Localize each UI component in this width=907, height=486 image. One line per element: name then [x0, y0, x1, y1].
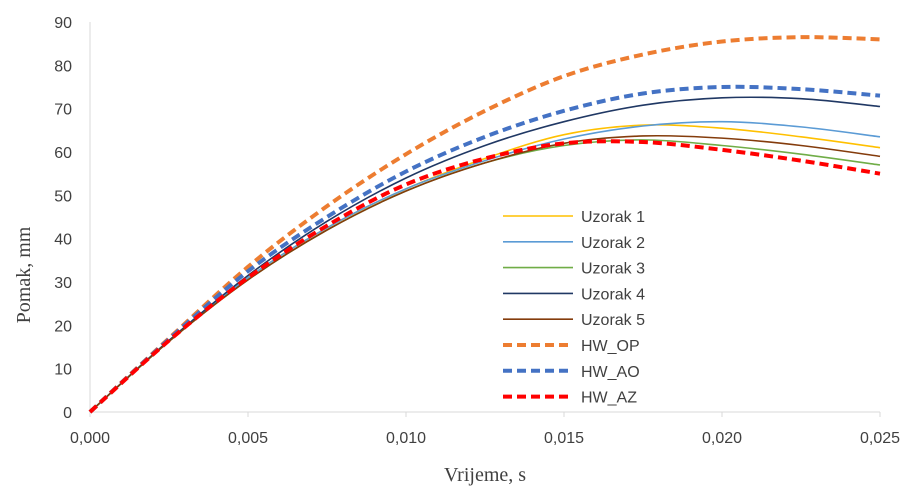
series-line-hw-ao [88, 84, 881, 414]
y-axis-title: Pomak, mm [13, 226, 35, 323]
series-line-uzorak-2 [89, 120, 881, 413]
x-axis-title: Vrijeme, s [444, 464, 526, 486]
legend: Uzorak 1 Uzorak 2 Uzorak 3 Uzorak 4 Uzorak 5… [503, 209, 645, 407]
x-tick-label: 0,015 [544, 430, 584, 447]
series-line-uzorak-5 [89, 134, 881, 413]
y-axis-ticks: 0 10 20 30 40 50 60 70 80 90 [54, 15, 72, 422]
y-tick-label: 20 [54, 318, 72, 335]
y-tick-label: 80 [54, 58, 72, 75]
x-axis-ticks: 0,000 0,005 0,010 0,015 0,020 0,025 [70, 412, 900, 447]
x-tick-label: 0,000 [70, 430, 110, 447]
x-tick-label: 0,025 [860, 430, 900, 447]
legend-label: HW_AZ [581, 390, 637, 407]
series-line-uzorak-4 [89, 96, 881, 413]
x-tick-label: 0,005 [228, 430, 268, 447]
series-lines [88, 35, 881, 414]
y-tick-label: 70 [54, 102, 72, 119]
legend-label: Uzorak 3 [581, 261, 645, 278]
x-tick-label: 0,010 [386, 430, 426, 447]
y-tick-label: 30 [54, 275, 72, 292]
series-line-hw-az [88, 139, 881, 414]
legend-label: Uzorak 2 [581, 235, 645, 252]
y-tick-label: 10 [54, 362, 72, 379]
y-tick-label: 90 [54, 15, 72, 32]
y-tick-label: 50 [54, 188, 72, 205]
legend-label: HW_OP [581, 338, 640, 355]
legend-label: Uzorak 1 [581, 209, 645, 226]
x-tick-label: 0,020 [702, 430, 742, 447]
series-line-uzorak-1 [89, 124, 881, 413]
y-tick-label: 40 [54, 232, 72, 249]
y-tick-label: 0 [63, 405, 72, 422]
legend-label: Uzorak 5 [581, 312, 645, 329]
legend-label: Uzorak 4 [581, 286, 645, 303]
series-line-hw-op [88, 35, 881, 414]
legend-label: HW_AO [581, 364, 640, 381]
y-tick-label: 60 [54, 145, 72, 162]
series-line-uzorak-3 [89, 139, 881, 413]
